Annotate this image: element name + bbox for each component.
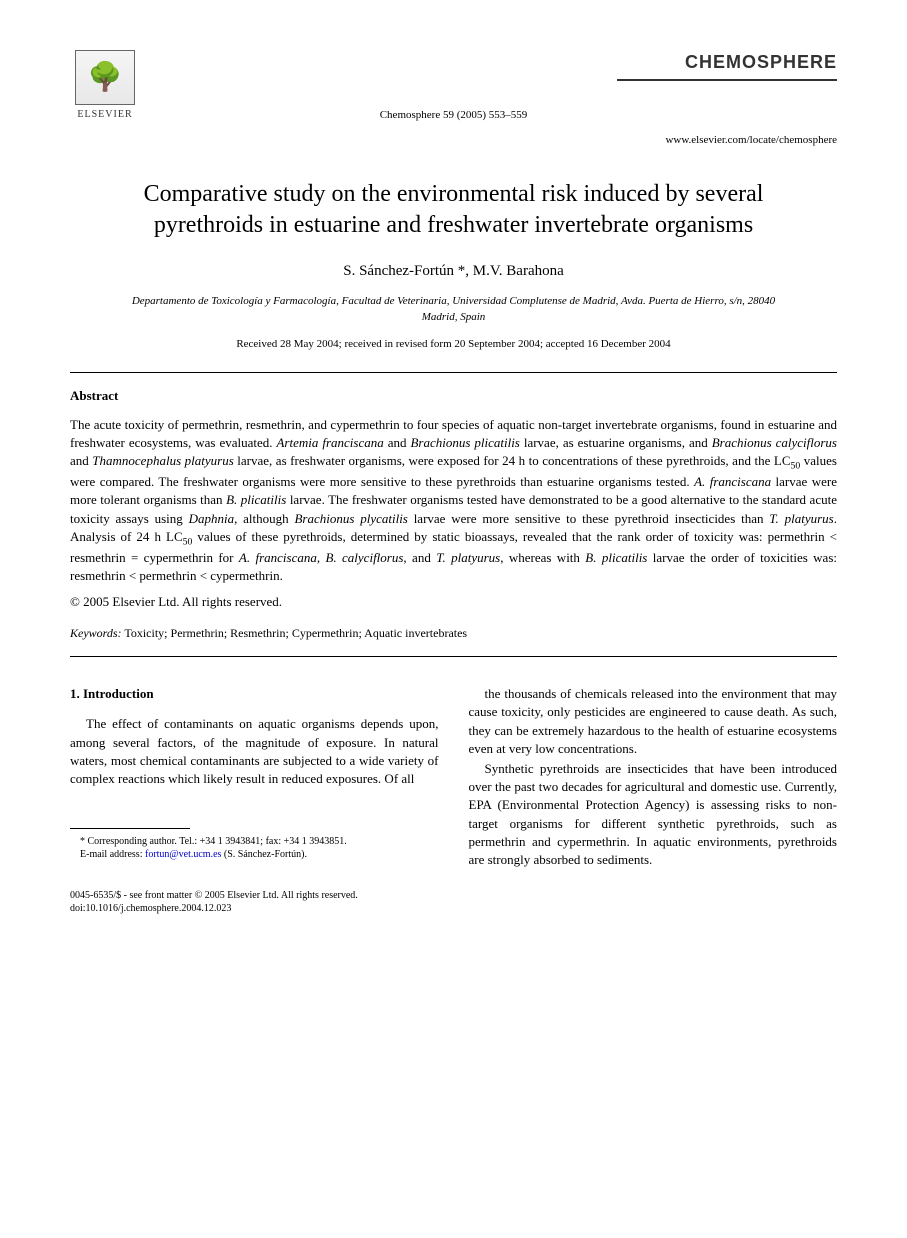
elsevier-tree-icon: 🌳 xyxy=(75,50,135,105)
submission-dates: Received 28 May 2004; received in revise… xyxy=(70,337,837,352)
journal-website: www.elsevier.com/locate/chemosphere xyxy=(70,133,837,148)
journal-name: CHEMOSPHERE xyxy=(617,50,837,75)
footer-block: 0045-6535/$ - see front matter © 2005 El… xyxy=(70,889,837,915)
body-columns: 1. Introduction The effect of contaminan… xyxy=(70,685,837,871)
body-para-2: the thousands of chemicals released into… xyxy=(469,685,838,758)
keywords: Keywords: Toxicity; Permethrin; Resmethr… xyxy=(70,625,837,642)
footnote-corresponding: * Corresponding author. Tel.: +34 1 3943… xyxy=(70,835,439,848)
divider-top xyxy=(70,372,837,373)
publisher-name: ELSEVIER xyxy=(77,108,132,122)
keywords-label: Keywords: xyxy=(70,626,122,640)
elsevier-logo: 🌳 ELSEVIER xyxy=(70,50,140,130)
email-person: (S. Sánchez-Fortún). xyxy=(224,849,307,860)
authors: S. Sánchez-Fortún *, M.V. Barahona xyxy=(70,261,837,282)
email-link[interactable]: fortun@vet.ucm.es xyxy=(145,849,221,860)
journal-logo-block: CHEMOSPHERE xyxy=(617,50,837,81)
email-label: E-mail address: xyxy=(80,849,142,860)
citation: Chemosphere 59 (2005) 553–559 xyxy=(70,108,837,123)
abstract-heading: Abstract xyxy=(70,387,837,405)
copyright: © 2005 Elsevier Ltd. All rights reserved… xyxy=(70,593,837,611)
abstract-text: The acute toxicity of permethrin, resmet… xyxy=(70,416,837,586)
column-right: the thousands of chemicals released into… xyxy=(469,685,838,871)
body-para-3: Synthetic pyrethroids are insecticides t… xyxy=(469,760,838,869)
section-1-heading: 1. Introduction xyxy=(70,685,439,703)
divider-bottom xyxy=(70,656,837,657)
affiliation: Departamento de Toxicología y Farmacolog… xyxy=(70,294,837,325)
footnote-email: E-mail address: fortun@vet.ucm.es (S. Sá… xyxy=(70,848,439,861)
keywords-text: Toxicity; Permethrin; Resmethrin; Cyperm… xyxy=(124,626,467,640)
footnote-divider xyxy=(70,828,190,829)
issn-line: 0045-6535/$ - see front matter © 2005 El… xyxy=(70,889,837,902)
body-para-1: The effect of contaminants on aquatic or… xyxy=(70,715,439,788)
doi-line: doi:10.1016/j.chemosphere.2004.12.023 xyxy=(70,902,837,915)
journal-underline xyxy=(617,79,837,81)
column-left: 1. Introduction The effect of contaminan… xyxy=(70,685,439,871)
paper-title: Comparative study on the environmental r… xyxy=(70,179,837,241)
